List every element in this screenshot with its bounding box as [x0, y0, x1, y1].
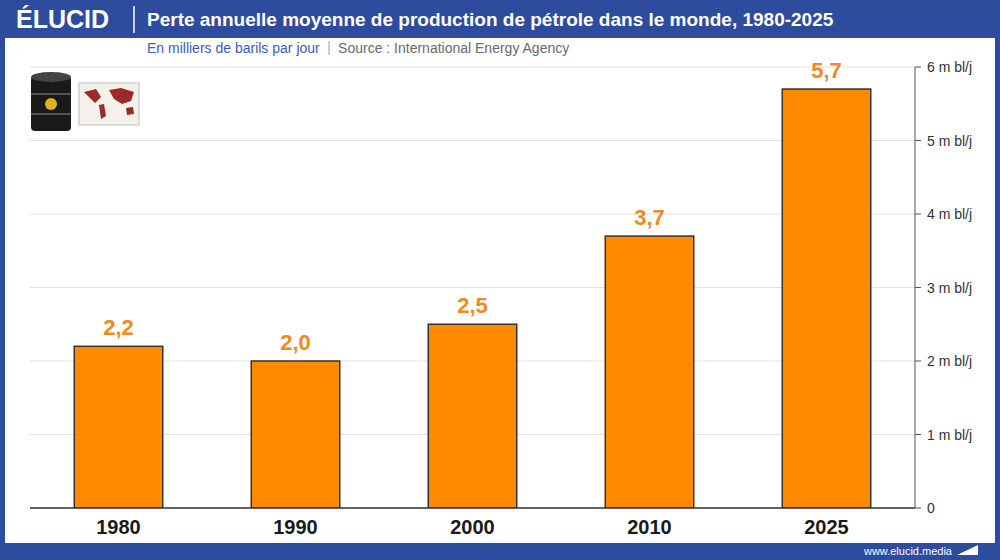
data-labels: 2,2 2,0 2,5 3,7 5,7	[103, 58, 842, 355]
bar	[251, 361, 340, 508]
category-label: 1990	[273, 516, 318, 538]
tick-mark	[915, 140, 921, 141]
tick-label: 6 m bl/j	[927, 59, 972, 75]
data-label: 2,0	[280, 330, 311, 355]
y-axis-line	[915, 67, 916, 508]
bar	[428, 324, 517, 508]
bars	[74, 89, 871, 508]
tick-label: 0	[927, 500, 935, 516]
barrel-ring	[31, 93, 71, 95]
tick-label: 5 m bl/j	[927, 133, 972, 149]
barrel-ring	[31, 113, 71, 115]
title: Perte annuelle moyenne de production de …	[147, 9, 834, 30]
data-label: 5,7	[811, 58, 842, 83]
category-label: 1980	[96, 516, 141, 538]
x-axis: 1980 1990 2000 2010 2025	[96, 516, 849, 538]
data-label: 2,2	[103, 315, 134, 340]
y-axis: 0 1 m bl/j 2 m bl/j 3 m bl/j 4 m bl/j 5 m bl/…	[915, 59, 972, 516]
category-label: 2000	[450, 516, 495, 538]
chart: ÉLUCID Perte annuelle moyenne de producti…	[0, 0, 1000, 560]
tick-mark	[915, 361, 921, 362]
data-label: 2,5	[457, 293, 488, 318]
tick-label: 4 m bl/j	[927, 206, 972, 222]
tick-label: 1 m bl/j	[927, 427, 972, 443]
subtitle-separator	[329, 41, 330, 55]
brand-separator	[133, 6, 135, 33]
brand: ÉLUCID	[16, 5, 109, 33]
barrel-drop	[45, 98, 57, 110]
tick-mark	[915, 287, 921, 288]
bar	[782, 89, 871, 508]
x-axis-line	[30, 507, 915, 509]
barrel-top	[31, 72, 71, 82]
category-label: 2025	[804, 516, 849, 538]
bar	[605, 236, 694, 508]
tick-label: 3 m bl/j	[927, 280, 972, 296]
tick-mark	[915, 434, 921, 435]
data-label: 3,7	[634, 205, 665, 230]
grid-line	[30, 508, 915, 509]
icons	[31, 72, 139, 131]
tick-mark	[915, 214, 921, 215]
tick-mark	[915, 508, 921, 509]
map-icon	[79, 83, 139, 125]
subtitle: En milliers de barils par jour	[147, 40, 320, 56]
footer: www.elucid.media	[863, 545, 953, 557]
bar	[74, 346, 163, 508]
source: Source : International Energy Agency	[338, 40, 569, 56]
tick-mark	[915, 67, 921, 68]
map-shape	[84, 88, 134, 119]
frame	[0, 0, 1000, 560]
grid-line	[30, 67, 915, 68]
panel	[5, 38, 995, 543]
footer-mark	[957, 545, 978, 555]
tick-label: 2 m bl/j	[927, 353, 972, 369]
barrel-icon	[31, 76, 71, 131]
category-label: 2010	[627, 516, 672, 538]
grid	[30, 67, 915, 508]
